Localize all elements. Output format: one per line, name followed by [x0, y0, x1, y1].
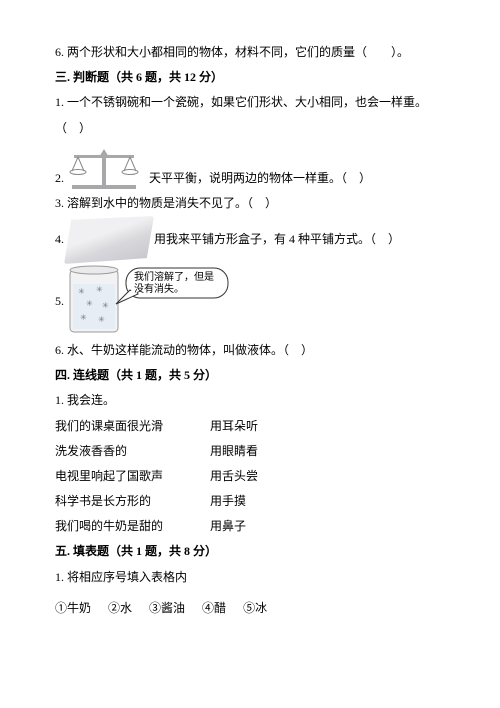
- match-row: 洗发液香香的 用眼睛看: [55, 439, 445, 464]
- match-right: 用舌头尝: [210, 464, 258, 489]
- question-6: 6. 两个形状和大小都相同的物体，材料不同，它们的质量（ ）。: [55, 40, 445, 65]
- item-5: ⑤冰: [243, 601, 267, 615]
- item-4: ④醋: [202, 601, 226, 615]
- balance-scale-icon: [64, 141, 149, 191]
- match-row: 我们喝的牛奶是甜的 用鼻子: [55, 514, 445, 539]
- s3-q6: 6. 水、牛奶这样能流动的物体，叫做液体。（ ）: [55, 338, 445, 363]
- item-3: ③酱油: [149, 601, 185, 615]
- match-left: 科学书是长方形的: [55, 489, 210, 514]
- match-left: 我们的课桌面很光滑: [55, 414, 210, 439]
- svg-text:✳: ✳: [78, 287, 85, 296]
- match-right: 用耳朵听: [210, 414, 258, 439]
- svg-text:✳: ✳: [98, 315, 105, 324]
- section-3-title: 三. 判断题（共 6 题，共 12 分）: [55, 65, 445, 90]
- match-left: 我们喝的牛奶是甜的: [55, 514, 210, 539]
- s3-q5: 5. ✳✳ ✳✳ ✳✳ 我们溶解了，但是 没有消失。: [55, 264, 445, 338]
- match-row: 我们的课桌面很光滑 用耳朵听: [55, 414, 445, 439]
- svg-text:✳: ✳: [80, 313, 87, 322]
- s3-q5-prefix: 5.: [55, 264, 64, 338]
- s3-q4: 4. 用我来平铺方形盒子，有 4 种平铺方式。（ ）: [55, 216, 445, 264]
- match-row: 电视里响起了国歌声 用舌头尝: [55, 464, 445, 489]
- item-1: ①牛奶: [55, 601, 91, 615]
- s5-intro: 1. 将相应序号填入表格内: [55, 565, 445, 590]
- s3-q2: 2. 天平平衡，说明两边的物体一样重。（ ）: [55, 141, 445, 191]
- match-right: 用手摸: [210, 489, 246, 514]
- match-right: 用鼻子: [210, 514, 246, 539]
- s3-q4-suffix: 用我来平铺方形盒子，有 4 种平铺方式。（ ）: [154, 227, 400, 252]
- s3-q4-prefix: 4.: [55, 227, 64, 252]
- svg-text:✳: ✳: [102, 301, 109, 310]
- s3-q2-prefix: 2.: [55, 166, 64, 191]
- svg-text:✳: ✳: [86, 299, 93, 308]
- wedge-block-icon: [64, 216, 154, 264]
- section-4-title: 四. 连线题（共 1 题，共 5 分）: [55, 363, 445, 388]
- item-2: ②水: [108, 601, 132, 615]
- svg-text:✳: ✳: [96, 285, 103, 294]
- s3-q2-suffix: 天平平衡，说明两边的物体一样重。（ ）: [149, 166, 371, 191]
- s3-q3: 3. 溶解到水中的物质是消失不见了。（ ）: [55, 191, 445, 216]
- match-right: 用眼睛看: [210, 439, 258, 464]
- s3-q1: 1. 一个不锈钢碗和一个瓷碗，如果它们形状、大小相同，也会一样重。（ ）: [55, 90, 445, 140]
- section-5-title: 五. 填表题（共 1 题，共 8 分）: [55, 539, 445, 564]
- s5-items: ①牛奶 ②水 ③酱油 ④醋 ⑤冰: [55, 596, 445, 621]
- beaker-bubble-icon: ✳✳ ✳✳ ✳✳ 我们溶解了，但是 没有消失。: [64, 264, 234, 338]
- match-left: 电视里响起了国歌声: [55, 464, 210, 489]
- s4-intro: 1. 我会连。: [55, 388, 445, 413]
- match-left: 洗发液香香的: [55, 439, 210, 464]
- bubble-line2: 没有消失。: [134, 282, 184, 295]
- bubble-line1: 我们溶解了，但是: [134, 270, 214, 283]
- match-row: 科学书是长方形的 用手摸: [55, 489, 445, 514]
